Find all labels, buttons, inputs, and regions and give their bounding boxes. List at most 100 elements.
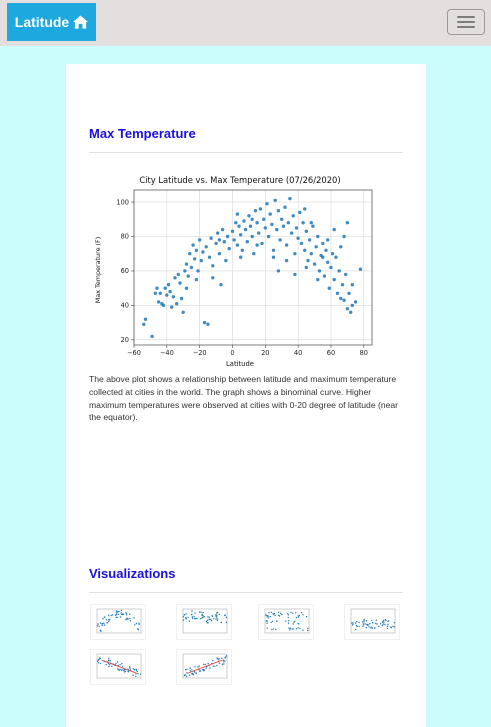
scatter-point: [217, 238, 222, 242]
scatter-point: [230, 229, 235, 233]
scatter-point: [270, 222, 274, 227]
thumbnail-plot: [264, 608, 310, 634]
scatter-point: [222, 240, 226, 244]
scatter-point: [155, 286, 159, 290]
scatter-point: [207, 255, 212, 259]
scatter-point: [345, 307, 350, 311]
navbar: Latitude: [0, 0, 491, 46]
scatter-point: [281, 224, 286, 228]
x-tick-label: −60: [127, 349, 141, 357]
chart-grid: [133, 190, 372, 345]
scatter-point: [358, 267, 363, 271]
scatter-point: [225, 234, 230, 239]
scatter-point: [353, 300, 358, 304]
scatter-point: [289, 231, 294, 235]
scatter-point: [170, 305, 174, 309]
scatter-point: [253, 209, 258, 213]
scatter-point: [211, 264, 215, 268]
scatter-point: [344, 272, 348, 277]
thumbnail-max-temperature[interactable]: [90, 604, 146, 640]
x-tick-label: 80: [360, 349, 368, 357]
x-axis-label: Latitude: [226, 360, 254, 368]
scatter-point: [156, 300, 161, 304]
scatter-point: [224, 258, 228, 263]
scatter-point: [350, 303, 354, 308]
scatter-point: [265, 202, 269, 206]
thumbnail-north-regression[interactable]: [90, 649, 146, 685]
scatter-point: [296, 236, 300, 240]
scatter-point: [268, 212, 272, 216]
scatter-point: [330, 252, 335, 256]
scatter-point: [150, 334, 154, 339]
scatter-point: [321, 255, 325, 259]
thumbnail-cloudiness[interactable]: [258, 604, 314, 640]
scatter-point: [184, 286, 189, 290]
scatter-point: [304, 229, 308, 233]
thumbnail-south-regression[interactable]: [176, 649, 232, 685]
scatter-point: [184, 262, 189, 266]
scatter-point: [339, 245, 343, 249]
scatter-point: [266, 234, 271, 239]
scatter-point: [234, 221, 238, 225]
scatter-point: [332, 227, 336, 232]
scatter-point: [271, 248, 276, 252]
scatter-point: [250, 234, 254, 239]
scatter-point: [255, 243, 259, 247]
scatter-point: [273, 198, 277, 202]
scatter-point: [276, 269, 281, 273]
scatter-point: [189, 265, 194, 270]
scatter-point: [239, 255, 243, 259]
hamburger-icon: [457, 16, 475, 18]
scatter-point: [217, 252, 222, 256]
scatter-point: [260, 241, 264, 246]
scatter-point: [193, 257, 197, 261]
scatter-point: [322, 274, 327, 278]
scatter-point: [299, 241, 304, 246]
scatter-point: [276, 209, 281, 213]
axis-ticks: −60 −40 −20 0 20 40 60 80 20 40 60 80 100: [116, 198, 368, 357]
scatter-point: [262, 217, 266, 221]
visualizations-divider: [89, 592, 403, 593]
thumbnail-plot: [96, 653, 142, 679]
y-axis-label: Max Temperature (F): [94, 237, 102, 303]
thumbnail-humidity[interactable]: [176, 604, 232, 640]
scatter-point: [166, 283, 171, 287]
scatter-point: [303, 248, 307, 252]
brand-link[interactable]: Latitude: [7, 3, 96, 41]
scatter-point: [178, 281, 182, 285]
scatter-point: [280, 217, 284, 221]
scatter-point: [175, 302, 179, 306]
scatter-point: [304, 265, 308, 270]
scatter-point: [284, 243, 289, 247]
thumbnail-wind-speed[interactable]: [344, 604, 400, 640]
scatter-point: [275, 227, 279, 232]
scatter-point: [220, 227, 225, 232]
scatter-point: [311, 224, 315, 228]
scatter-point: [255, 221, 259, 225]
scatter-point: [239, 233, 243, 237]
y-tick-label: 60: [121, 267, 129, 275]
scatter-point: [158, 291, 162, 295]
scatter-point: [206, 322, 210, 326]
thumbnail-plot: [96, 608, 142, 634]
scatter-point: [345, 221, 350, 225]
scatter-point: [194, 248, 199, 252]
x-tick-label: 20: [261, 349, 269, 357]
scatter-point: [201, 250, 205, 254]
scatter-point: [257, 231, 261, 235]
max-temperature-heading: Max Temperature: [89, 126, 196, 141]
scatter-point: [165, 293, 169, 297]
scatter-point: [349, 310, 353, 314]
scatter-point: [258, 207, 263, 211]
scatter-point: [329, 265, 333, 270]
scatter-point: [179, 296, 184, 301]
navbar-toggler-button[interactable]: [447, 9, 485, 35]
scatter-point: [242, 219, 246, 223]
scatter-point: [291, 214, 295, 218]
scatter-point: [326, 260, 330, 264]
scatter-point: [252, 252, 256, 256]
thumbnail-plot: [182, 653, 228, 679]
scatter-point: [284, 258, 289, 263]
scatter-point: [163, 286, 167, 290]
scatter-point: [340, 283, 345, 287]
